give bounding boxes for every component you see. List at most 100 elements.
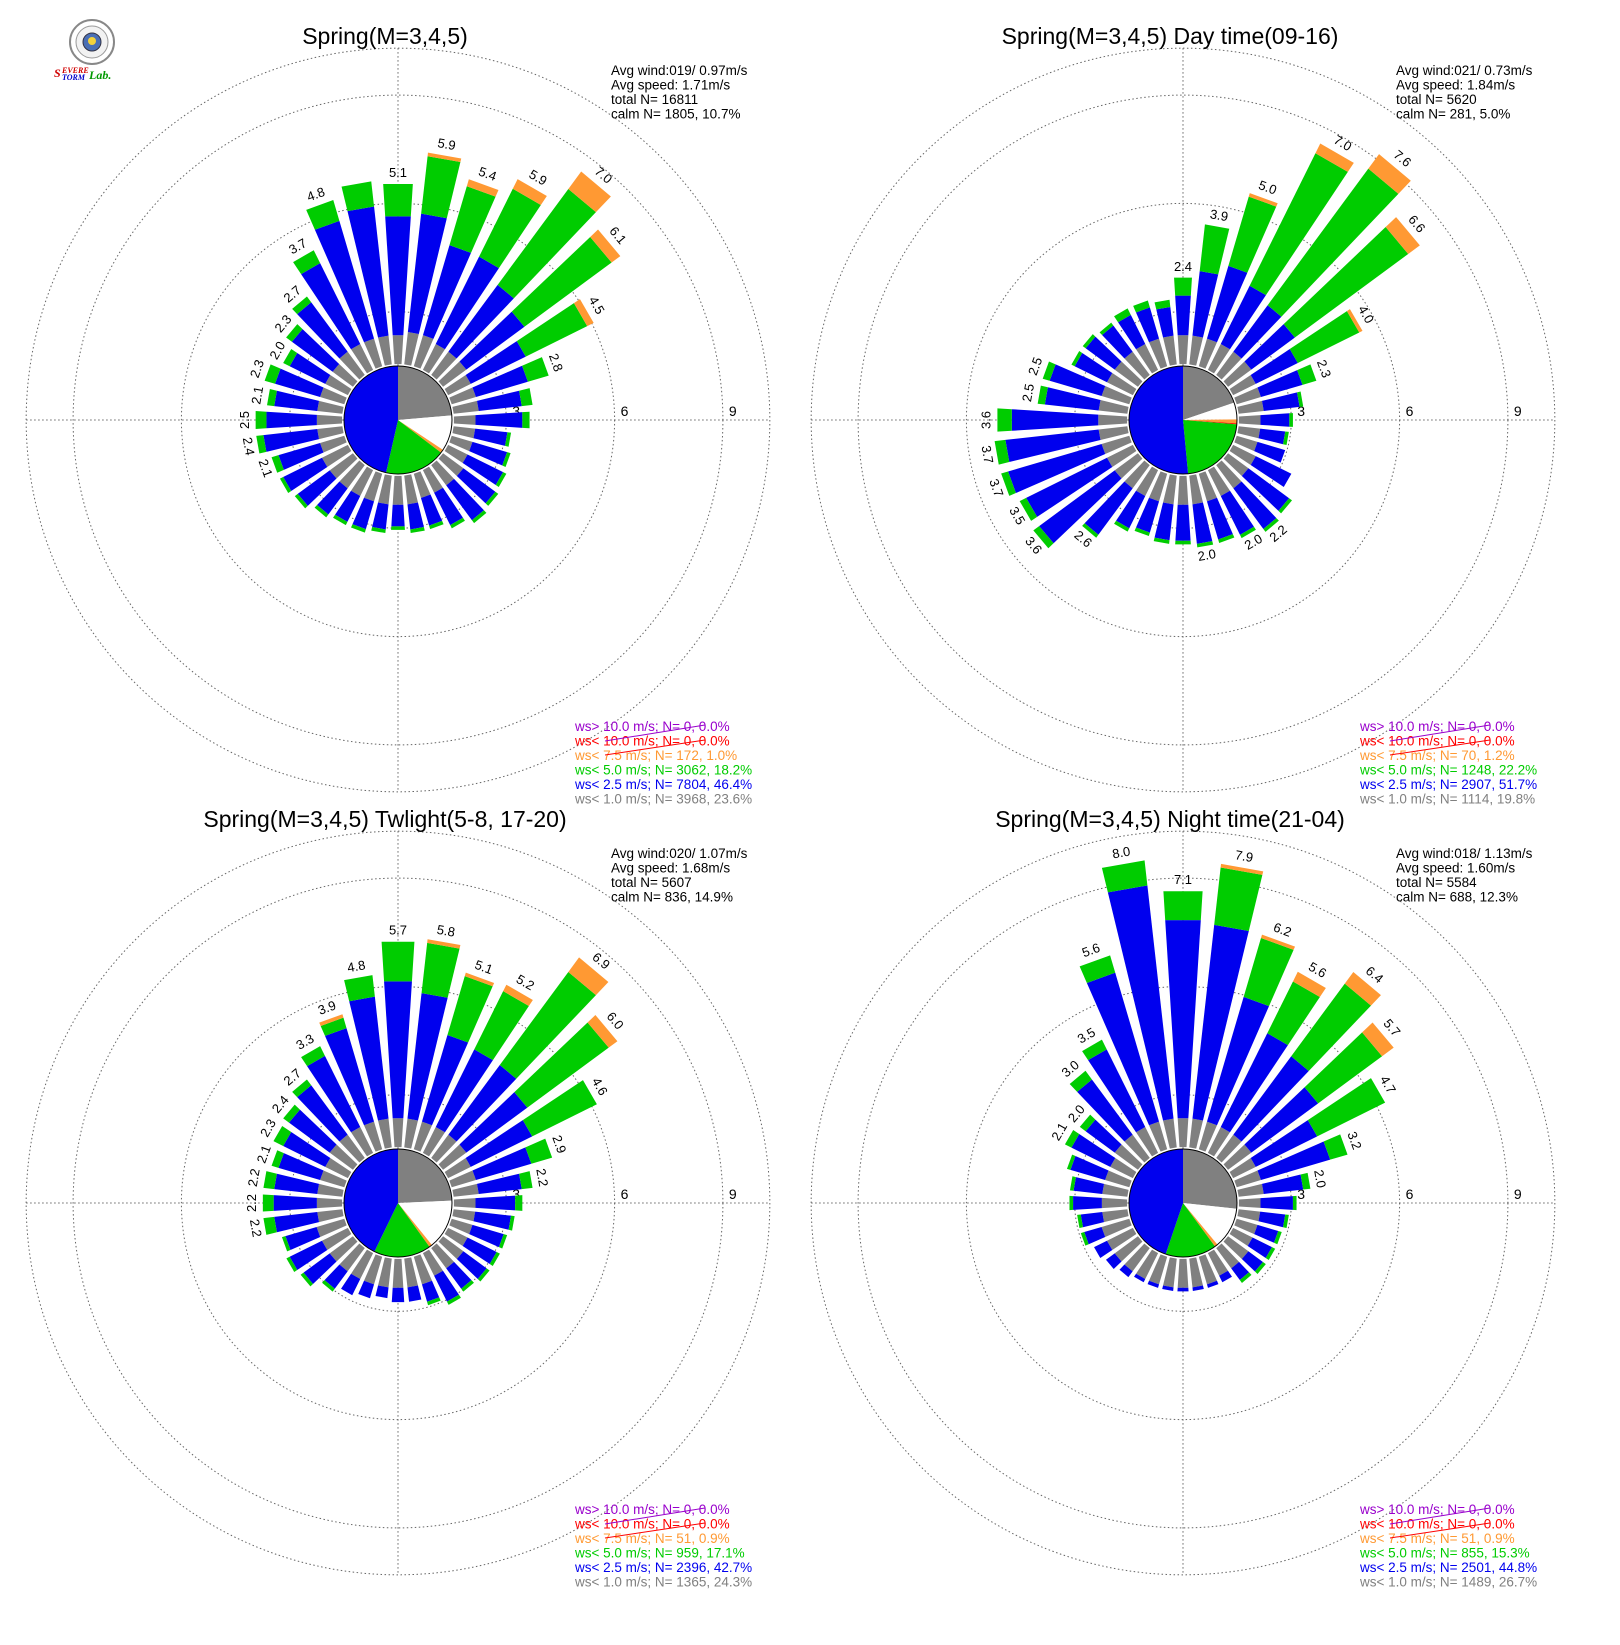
legend-entry-green: ws< 5.0 m/s; N= 855, 15.3% (1359, 1546, 1530, 1561)
bar-segment-orange (1368, 154, 1411, 194)
bar-segment-blue (1105, 1253, 1122, 1270)
bar-total-label: 2.4 (240, 436, 258, 456)
bar-dir-140 (431, 1243, 474, 1292)
pie-slice-gray (398, 366, 452, 420)
bar-segment-orange (573, 299, 594, 327)
bar-segment-green (1042, 361, 1056, 381)
bar-segment-blue (459, 311, 525, 370)
bar-segment-gray (438, 453, 464, 477)
ring-label: 9 (1514, 403, 1522, 419)
bar-segment-blue (324, 1264, 348, 1289)
bar-segment-blue (448, 1064, 517, 1142)
bar-segment-green (1080, 1232, 1089, 1246)
bar-total-label: 5.9 (436, 135, 456, 153)
bar-segment-gray (1223, 1144, 1252, 1170)
bar-dir-230 (1105, 1236, 1143, 1270)
bar-segment-green (1133, 300, 1150, 313)
bar-segment-gray (1237, 1183, 1264, 1197)
bar-segment-orange (319, 1014, 344, 1026)
bar-segment-orange (590, 229, 621, 263)
bar-total-label: 2.1 (1048, 1120, 1070, 1143)
legend-entry-orange: ws< 7.5 m/s; N= 70, 1.2% (1359, 748, 1515, 763)
bar-segment-green (1163, 891, 1203, 921)
bar-dir-40: 6.4 (1216, 963, 1386, 1163)
bar-segment-green (286, 1256, 298, 1272)
bar-segment-blue (1233, 305, 1282, 359)
bar-segment-green (262, 1194, 274, 1212)
pie-outline (1128, 365, 1238, 475)
bar-dir-50: 5.7 (1223, 1016, 1404, 1170)
bar-total-label: 3.6 (978, 411, 993, 429)
bar-segment-green (1228, 196, 1277, 273)
windrose-panel-1: 3 6 95.15.95.4 5.9 7.06.14.52.82.12.42.52.12… (25, 23, 771, 807)
bar-segment-green (1292, 1195, 1297, 1211)
bar-dir-210 (341, 1249, 374, 1296)
bar-dir-20: 5.1 (413, 957, 495, 1152)
bar-segment-green (1304, 1032, 1383, 1104)
bar-segment-gray (413, 1254, 432, 1285)
stat-avg-speed: Avg speed: 1.84m/s (1396, 78, 1515, 93)
bar-dir-190 (1162, 1257, 1177, 1291)
bar-segment-gray (392, 335, 404, 365)
bar-dir-10: 5.9 (404, 135, 462, 366)
bar-segment-green (499, 971, 596, 1079)
bar-total-label: 4.8 (346, 957, 366, 975)
pie-slice-green (374, 1203, 430, 1257)
bar-segment-blue (291, 329, 340, 372)
bar-dir-220 (1119, 1243, 1150, 1278)
bar-dir-280: 2.2 (245, 1167, 344, 1197)
bar-segment-orange (1248, 193, 1278, 207)
bar-total-label: 3.3 (293, 1031, 316, 1053)
bar-total-label: 4.6 (589, 1075, 611, 1098)
bar-segment-blue (1077, 1079, 1133, 1142)
bar-segment-gray (1101, 386, 1132, 405)
bar-segment-orange (503, 984, 533, 1007)
bar-segment-blue (1156, 306, 1174, 338)
bar-total-label: 6.9 (589, 949, 612, 972)
bar-segment-blue (1134, 1273, 1146, 1283)
legend-value: 855, 15.3% (1458, 1546, 1530, 1561)
bar-segment-gray (1136, 1126, 1159, 1157)
bar-segment-green (508, 1215, 515, 1231)
bar-dir-150 (422, 466, 465, 529)
bar-dir-60: 4.7 (1229, 1073, 1399, 1179)
bar-dir-20: 5.4 (413, 164, 499, 369)
bar-segment-green (497, 188, 596, 299)
bar-segment-blue (263, 429, 320, 452)
legend-entry-green: ws< 5.0 m/s; N= 3062, 18.2% (574, 763, 752, 778)
pie-slice-green (1165, 1203, 1216, 1258)
bar-segment-blue (1165, 920, 1201, 1119)
bar-total-label: 5.0 (1257, 177, 1279, 197)
bar-segment-green (997, 408, 1012, 432)
bar-dir-300: 2.3 (257, 1116, 352, 1179)
legend-label: ws< 10.0 m/s; N= (1359, 1517, 1465, 1532)
bar-dir-260 (1077, 1209, 1129, 1229)
bar-segment-green (1254, 1261, 1266, 1274)
bar-segment-orange (1260, 934, 1296, 950)
bar-dir-170 (404, 1257, 422, 1302)
bar-segment-orange (1385, 217, 1420, 254)
bar-segment-blue (446, 1261, 472, 1289)
bar-segment-green (461, 1280, 474, 1292)
bar-segment-blue (1085, 1119, 1122, 1153)
bar-dir-0: 5.1 (383, 165, 413, 365)
bar-dir-10: 5.8 (404, 922, 461, 1149)
bar-segment-blue (475, 1195, 516, 1211)
bar-dir-300 (1071, 351, 1137, 396)
bar-segment-green (1218, 534, 1235, 543)
bar-segment-gray (422, 1126, 445, 1157)
panel-title: Spring(M=3,4,5) Night time(21-04) (995, 806, 1345, 832)
ring-label: 9 (729, 1186, 737, 1202)
bar-segment-blue (1084, 1226, 1106, 1245)
bar-segment-gray (1106, 444, 1137, 467)
bar-segment-green (1175, 540, 1191, 545)
bar-segment-blue (473, 1211, 512, 1230)
bar-total-label: 4.5 (586, 294, 608, 317)
bar-dir-210 (1134, 1249, 1159, 1283)
legend-value: 1489, 26.7% (1458, 1575, 1538, 1590)
legend-label: ws< 7.5 m/s; N= (1359, 1531, 1458, 1546)
bar-segment-green (449, 186, 496, 253)
bar-segment-gray (364, 1254, 383, 1285)
legend-entry-orange: ws< 7.5 m/s; N= 51, 0.9% (1359, 1531, 1515, 1546)
bar-segment-blue (475, 412, 523, 428)
